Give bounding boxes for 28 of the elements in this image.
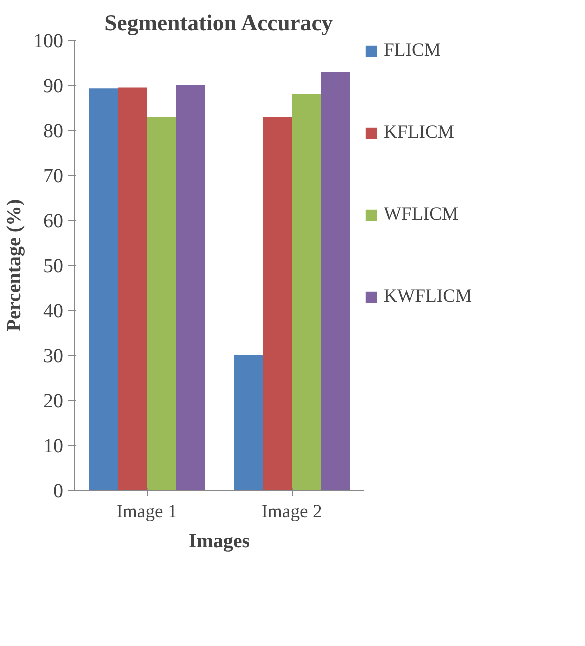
y-tick-label: 80	[44, 120, 64, 142]
y-axis-title: Percentage (%)	[4, 199, 26, 332]
bar	[234, 356, 263, 490]
bar	[147, 117, 176, 490]
legend-label: WFLICM	[384, 204, 459, 226]
y-tick-label: 100	[34, 30, 64, 52]
bar	[292, 94, 321, 490]
y-tick-label: 60	[44, 210, 64, 232]
bar	[118, 88, 147, 490]
legend-label: FLICM	[384, 40, 442, 62]
y-tick-label: 90	[44, 76, 64, 98]
y-tick-label: 30	[44, 346, 64, 368]
y-tick-label: 10	[44, 436, 64, 458]
y-tick-label: 50	[44, 256, 64, 278]
bar	[89, 88, 118, 490]
x-tick-label: Image 2	[262, 502, 322, 522]
x-tick-label: Image 1	[116, 502, 178, 522]
bar	[263, 117, 292, 490]
bar	[321, 72, 350, 490]
legend-label: KFLICM	[384, 122, 454, 144]
y-tick-label: 0	[54, 480, 64, 502]
y-tick-label: 40	[44, 300, 64, 322]
bar	[176, 86, 205, 490]
y-tick-label: 70	[44, 166, 64, 188]
legend-label: KWFLICM	[384, 286, 472, 308]
x-axis-title: Images	[188, 530, 250, 552]
chart-title: Segmentation Accuracy	[104, 10, 334, 36]
y-tick-label: 20	[44, 390, 64, 412]
